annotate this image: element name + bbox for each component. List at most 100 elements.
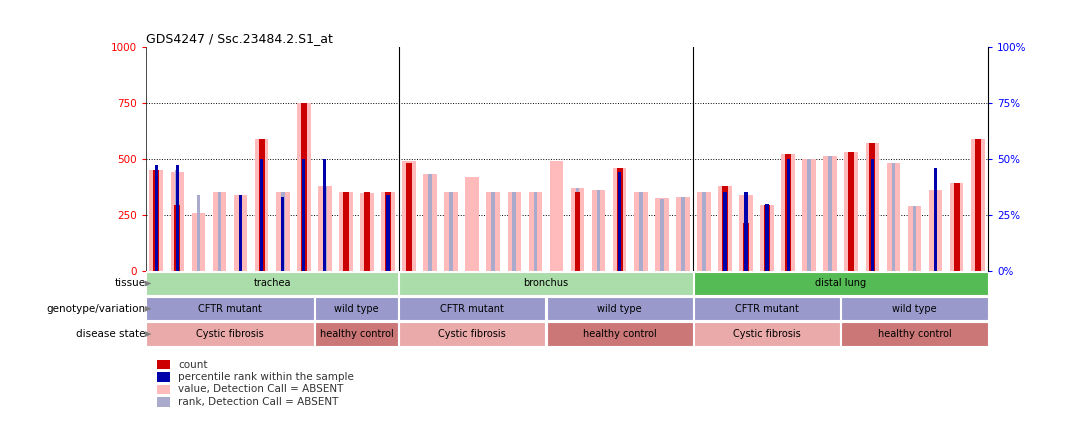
Bar xyxy=(865,143,879,271)
Bar xyxy=(534,192,538,271)
Bar xyxy=(849,152,854,271)
Bar xyxy=(845,152,859,271)
Bar xyxy=(570,188,584,271)
Bar xyxy=(575,192,580,271)
Bar xyxy=(739,194,753,271)
Bar xyxy=(887,163,901,271)
Bar xyxy=(660,199,664,271)
Text: distal lung: distal lung xyxy=(815,278,866,289)
Text: healthy control: healthy control xyxy=(320,329,393,339)
Bar xyxy=(975,139,981,271)
Text: Cystic fibrosis: Cystic fibrosis xyxy=(197,329,264,339)
Bar xyxy=(386,192,391,271)
Bar xyxy=(913,206,917,271)
Text: trachea: trachea xyxy=(254,278,291,289)
Bar xyxy=(302,159,306,271)
Bar xyxy=(654,198,669,271)
Bar xyxy=(217,192,221,271)
Bar xyxy=(318,186,332,271)
Text: GDS4247 / Ssc.23484.2.S1_at: GDS4247 / Ssc.23484.2.S1_at xyxy=(146,32,333,45)
Bar xyxy=(744,192,747,271)
Bar xyxy=(634,192,648,271)
Text: percentile rank within the sample: percentile rank within the sample xyxy=(178,372,354,382)
Text: CFTR mutant: CFTR mutant xyxy=(735,304,799,314)
Text: healthy control: healthy control xyxy=(878,329,951,339)
Text: tissue: tissue xyxy=(114,278,146,289)
Text: Cystic fibrosis: Cystic fibrosis xyxy=(438,329,507,339)
Text: CFTR mutant: CFTR mutant xyxy=(441,304,504,314)
Bar xyxy=(765,205,770,271)
Bar xyxy=(153,170,159,271)
Bar xyxy=(743,222,748,271)
Text: disease state: disease state xyxy=(77,329,146,339)
Bar xyxy=(823,156,837,271)
Bar xyxy=(381,192,395,271)
Bar xyxy=(406,163,411,271)
Bar xyxy=(491,192,496,271)
Bar xyxy=(785,154,791,271)
Bar xyxy=(907,206,921,271)
Bar xyxy=(343,192,349,271)
Bar xyxy=(612,168,626,271)
Bar xyxy=(147,297,313,321)
Bar xyxy=(718,186,732,271)
Bar xyxy=(971,139,985,271)
Bar xyxy=(744,194,748,271)
Bar xyxy=(841,322,987,346)
Bar xyxy=(528,192,542,271)
Bar xyxy=(444,192,458,271)
Bar xyxy=(175,205,180,271)
Bar xyxy=(841,297,987,321)
Bar xyxy=(724,192,727,271)
Bar xyxy=(638,192,643,271)
Bar xyxy=(233,194,247,271)
Text: healthy control: healthy control xyxy=(583,329,657,339)
Bar xyxy=(239,194,242,271)
Bar xyxy=(486,192,500,271)
Bar xyxy=(260,159,264,271)
Bar xyxy=(239,194,243,271)
Bar xyxy=(387,194,390,271)
Bar xyxy=(281,197,284,271)
Bar xyxy=(617,168,622,271)
Bar xyxy=(149,170,163,271)
Bar xyxy=(428,174,432,271)
Text: bronchus: bronchus xyxy=(524,278,568,289)
Bar xyxy=(512,192,516,271)
Bar xyxy=(955,183,959,271)
Bar xyxy=(618,172,621,271)
Bar xyxy=(870,159,874,271)
Bar xyxy=(828,156,833,271)
Bar xyxy=(147,322,313,346)
Bar xyxy=(592,190,606,271)
Bar xyxy=(694,272,987,295)
Bar xyxy=(465,177,480,271)
Bar xyxy=(301,103,307,271)
Bar xyxy=(676,197,690,271)
Text: wild type: wild type xyxy=(334,304,379,314)
Bar xyxy=(786,159,789,271)
Bar xyxy=(546,322,692,346)
Bar xyxy=(400,272,692,295)
Text: wild type: wild type xyxy=(892,304,936,314)
Bar xyxy=(596,190,600,271)
Bar xyxy=(323,186,327,271)
Bar xyxy=(386,192,390,271)
Bar xyxy=(929,190,943,271)
Bar xyxy=(933,190,937,271)
Bar xyxy=(154,166,158,271)
Text: CFTR mutant: CFTR mutant xyxy=(198,304,262,314)
Bar xyxy=(147,272,397,295)
Text: genotype/variation: genotype/variation xyxy=(46,304,146,314)
Bar xyxy=(275,192,289,271)
Bar xyxy=(402,161,416,271)
Bar xyxy=(723,186,728,271)
Bar xyxy=(680,197,685,271)
Bar xyxy=(339,192,353,271)
Bar xyxy=(191,213,205,271)
Bar xyxy=(175,170,179,271)
Bar xyxy=(694,297,840,321)
Bar xyxy=(297,103,311,271)
Bar xyxy=(781,154,795,271)
Bar xyxy=(315,297,397,321)
